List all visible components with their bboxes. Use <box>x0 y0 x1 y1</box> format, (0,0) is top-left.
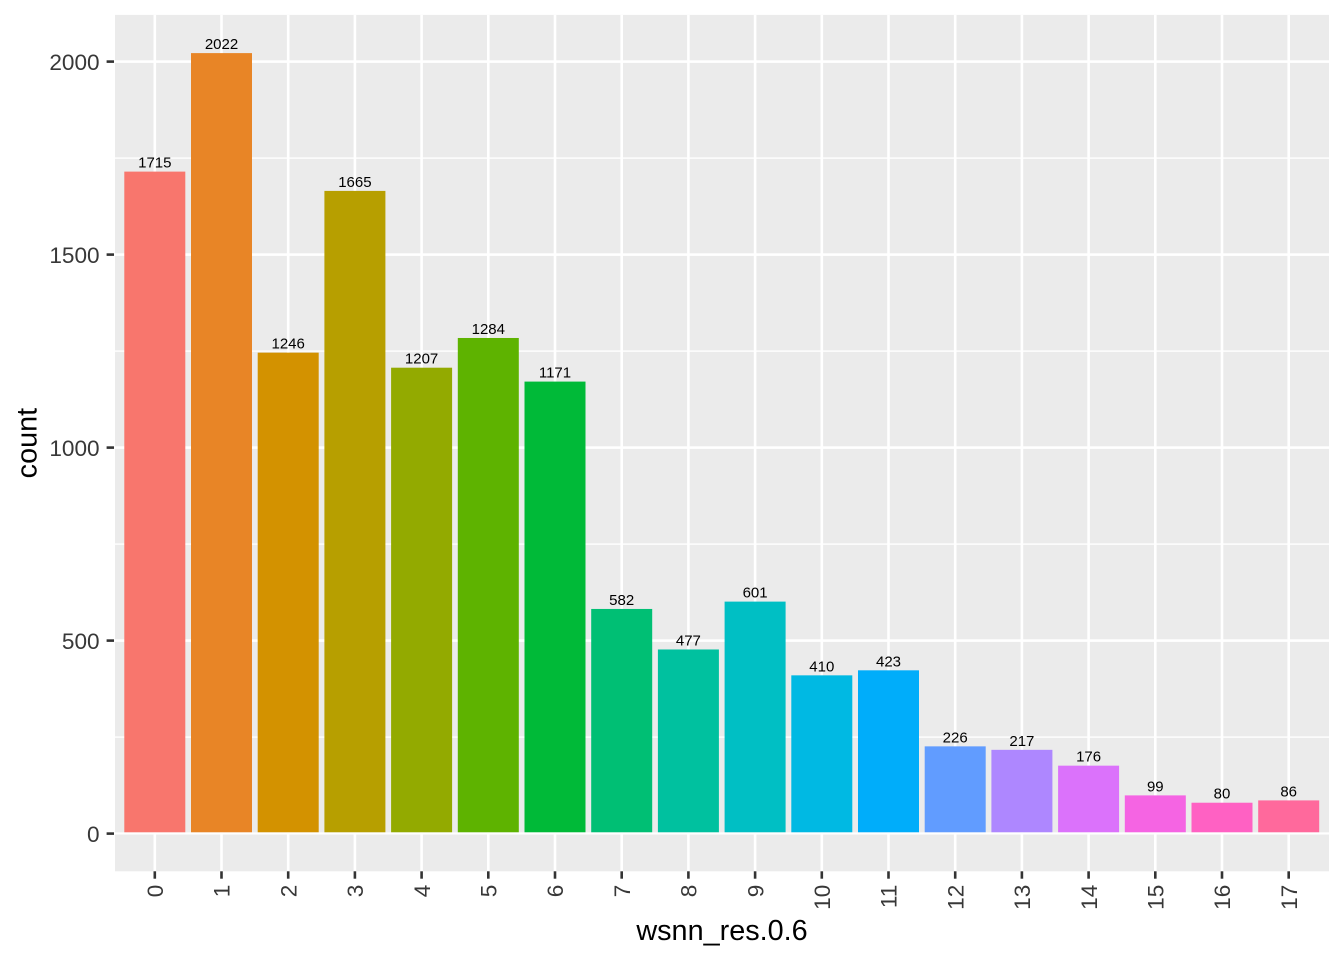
svg-text:17: 17 <box>1277 885 1302 910</box>
svg-text:2: 2 <box>276 885 301 898</box>
svg-text:3: 3 <box>343 885 368 898</box>
svg-text:10: 10 <box>810 885 835 910</box>
svg-text:1500: 1500 <box>49 243 99 268</box>
svg-text:601: 601 <box>743 585 768 602</box>
svg-text:86: 86 <box>1280 783 1297 800</box>
svg-text:0: 0 <box>87 822 100 847</box>
svg-text:5: 5 <box>477 885 502 898</box>
svg-text:6: 6 <box>543 885 568 898</box>
svg-text:1715: 1715 <box>138 155 171 172</box>
svg-text:9: 9 <box>743 885 768 898</box>
svg-text:1246: 1246 <box>272 336 305 353</box>
svg-text:2000: 2000 <box>49 50 99 75</box>
svg-text:1: 1 <box>210 885 235 898</box>
svg-text:477: 477 <box>676 632 701 649</box>
svg-text:410: 410 <box>809 658 834 675</box>
svg-text:8: 8 <box>677 885 702 898</box>
svg-text:16: 16 <box>1210 885 1235 910</box>
svg-text:99: 99 <box>1147 778 1164 795</box>
svg-text:7: 7 <box>610 885 635 898</box>
svg-text:wsnn_res.0.6: wsnn_res.0.6 <box>635 915 807 947</box>
svg-text:80: 80 <box>1214 786 1231 803</box>
svg-text:4: 4 <box>410 885 435 898</box>
svg-text:count: count <box>12 408 44 478</box>
svg-text:176: 176 <box>1076 749 1101 766</box>
svg-text:1665: 1665 <box>338 174 371 191</box>
svg-text:1171: 1171 <box>539 365 571 382</box>
svg-text:226: 226 <box>943 729 968 746</box>
svg-text:1207: 1207 <box>405 351 438 368</box>
svg-text:582: 582 <box>609 592 634 609</box>
svg-text:14: 14 <box>1077 885 1102 910</box>
svg-text:1000: 1000 <box>49 436 99 461</box>
svg-text:2022: 2022 <box>205 36 238 53</box>
svg-text:423: 423 <box>876 653 901 670</box>
svg-text:12: 12 <box>943 885 968 910</box>
svg-text:11: 11 <box>877 885 902 908</box>
svg-text:217: 217 <box>1009 733 1034 750</box>
svg-text:13: 13 <box>1010 885 1035 910</box>
svg-text:1284: 1284 <box>472 321 505 338</box>
svg-text:0: 0 <box>143 885 168 898</box>
svg-text:500: 500 <box>62 629 100 654</box>
svg-text:15: 15 <box>1144 885 1169 910</box>
